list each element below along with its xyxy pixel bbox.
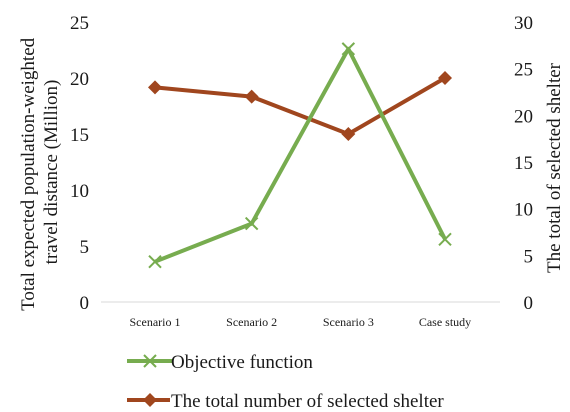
legend-label-selected-shelter: The total number of selected shelter	[171, 391, 444, 412]
data-point-x-stroke	[148, 254, 162, 269]
legend-item-selected-shelter: The total number of selected shelter	[127, 391, 444, 412]
data-point-x	[341, 42, 356, 56]
data-point-x-stroke	[244, 216, 259, 231]
diamond-icon	[143, 393, 157, 407]
category-tick-label: Scenario 3	[323, 315, 374, 329]
data-point-x-stroke	[438, 232, 452, 246]
left-tick-label: 25	[70, 13, 89, 34]
series-layer	[148, 42, 453, 269]
right-tick-label: 20	[514, 106, 533, 127]
category-tick-label: Scenario 2	[226, 315, 277, 329]
category-tick-label: Scenario 1	[130, 315, 181, 329]
category-tick-label: Case study	[419, 315, 471, 329]
legend: Objective function The total number of s…	[127, 352, 444, 412]
left-axis-ticks: 0 5 10 15 20 25	[70, 13, 89, 314]
left-tick-label: 20	[70, 69, 89, 90]
left-axis-title-line-2: travel distance (Million)	[41, 80, 62, 265]
data-point-x	[244, 216, 259, 231]
data-point-x-stroke	[341, 42, 356, 56]
right-tick-label: 10	[514, 200, 533, 221]
legend-label-objective-function: Objective function	[171, 352, 313, 373]
legend-item-objective-function: Objective function	[127, 352, 313, 373]
data-point-diamond	[244, 89, 259, 104]
right-tick-label: 30	[514, 13, 533, 34]
data-point-diamond	[148, 80, 162, 95]
right-tick-label: 25	[514, 60, 533, 81]
right-axis-title: The total of selected shelter	[544, 62, 565, 273]
right-axis-ticks: 0 5 10 15 20 25 30	[514, 13, 533, 314]
right-tick-label: 0	[524, 293, 534, 314]
left-axis-title-line-1: Total expected population-weighted	[18, 37, 39, 311]
left-tick-label: 0	[80, 293, 90, 314]
data-point-diamond	[341, 127, 356, 141]
series-line-objective-function	[154, 46, 447, 264]
data-point-x	[148, 254, 162, 269]
left-axis-title: Total expected population-weighted trave…	[18, 33, 62, 311]
category-axis-ticks: Scenario 1 Scenario 2 Scenario 3 Case study	[130, 315, 472, 329]
x-icon	[143, 354, 157, 368]
left-tick-label: 5	[80, 237, 90, 258]
right-tick-label: 15	[514, 153, 533, 174]
series-the-total-number-of-selected-shelter	[148, 71, 453, 141]
data-point-diamond	[438, 71, 453, 85]
left-tick-label: 15	[70, 125, 89, 146]
data-point-x	[438, 232, 452, 246]
series-line-the-total-number-of-selected-shelter	[154, 76, 447, 136]
right-tick-label: 5	[524, 246, 534, 267]
left-tick-label: 10	[70, 181, 89, 202]
series-objective-function	[148, 42, 452, 269]
